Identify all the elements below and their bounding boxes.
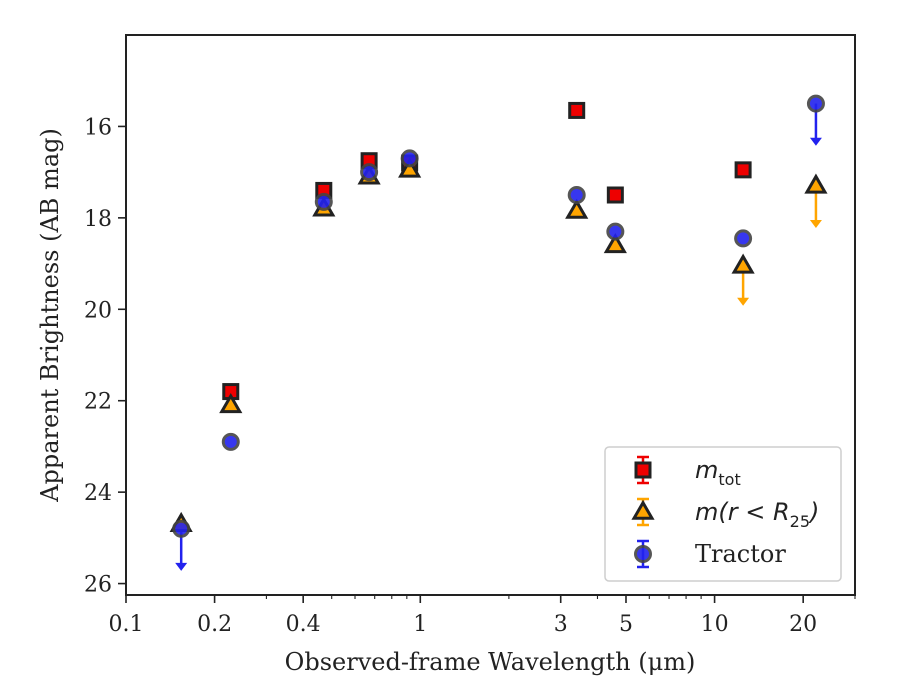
data-point-triangle	[565, 198, 589, 219]
series-square	[222, 101, 752, 401]
data-point-circle	[606, 222, 625, 241]
data-point-circle	[172, 519, 191, 538]
upper-limit-arrowhead	[809, 220, 822, 228]
x-tick-label: 0.2	[197, 612, 232, 637]
y-tick-label: 16	[84, 115, 112, 140]
x-tick-label: 10	[701, 612, 729, 637]
data-point-square	[568, 101, 586, 119]
legend-marker-circle	[634, 545, 652, 563]
data-point-square	[734, 161, 752, 179]
y-tick-label: 22	[84, 390, 112, 415]
legend-box	[604, 446, 842, 582]
upper-limit-arrowhead	[737, 297, 750, 306]
legend-label: Tractor	[695, 540, 786, 568]
y-axis-label: Apparent Brightness (AB mag)	[36, 128, 64, 503]
x-tick-label: 5	[619, 612, 633, 637]
data-point-triangle	[603, 232, 627, 254]
data-point-circle	[221, 432, 240, 451]
x-tick-label: 3	[554, 612, 568, 637]
data-point-circle	[734, 229, 753, 248]
data-point-square	[606, 186, 624, 204]
legend-marker-triangle	[631, 499, 655, 520]
y-tick-label: 24	[84, 481, 112, 506]
y-tick-label: 18	[84, 207, 112, 232]
data-point-triangle	[731, 253, 755, 274]
x-tick-label: 1	[413, 612, 427, 637]
x-tick-label: 20	[789, 612, 817, 637]
x-axis-label: Observed-frame Wavelength (μm)	[285, 648, 696, 676]
upper-limit-arrowhead	[175, 562, 188, 571]
y-tick-label: 20	[84, 298, 112, 323]
data-point-triangle	[398, 157, 422, 178]
ticks-layer: 0.1 0.2 0.4 1 3 5 10 20 16 18 20 22 24 26	[84, 115, 856, 637]
data-point-circle	[806, 94, 825, 113]
data-point-circle	[400, 149, 419, 168]
plot-frame	[125, 34, 856, 596]
data-point-circle	[567, 186, 586, 204]
data-point-circle	[314, 192, 333, 211]
x-tick-label: 0.4	[286, 612, 321, 637]
y-tick-label: 26	[84, 573, 112, 598]
series-circle	[172, 94, 825, 538]
data-point-triangle	[219, 392, 243, 414]
data-point-circle	[360, 163, 379, 182]
marks-layer	[169, 94, 828, 571]
data-point-triangle	[804, 173, 828, 194]
legend-marker-square	[634, 461, 652, 479]
upper-limit-arrowhead	[809, 137, 822, 146]
x-tick-label: 0.1	[109, 612, 144, 637]
